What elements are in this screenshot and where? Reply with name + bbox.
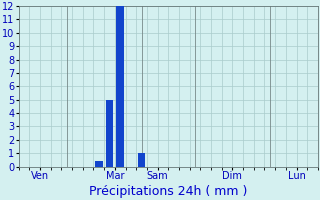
Bar xyxy=(95,161,102,167)
Bar xyxy=(138,153,145,167)
Bar xyxy=(116,6,124,167)
Bar xyxy=(106,100,113,167)
X-axis label: Précipitations 24h ( mm ): Précipitations 24h ( mm ) xyxy=(89,185,247,198)
